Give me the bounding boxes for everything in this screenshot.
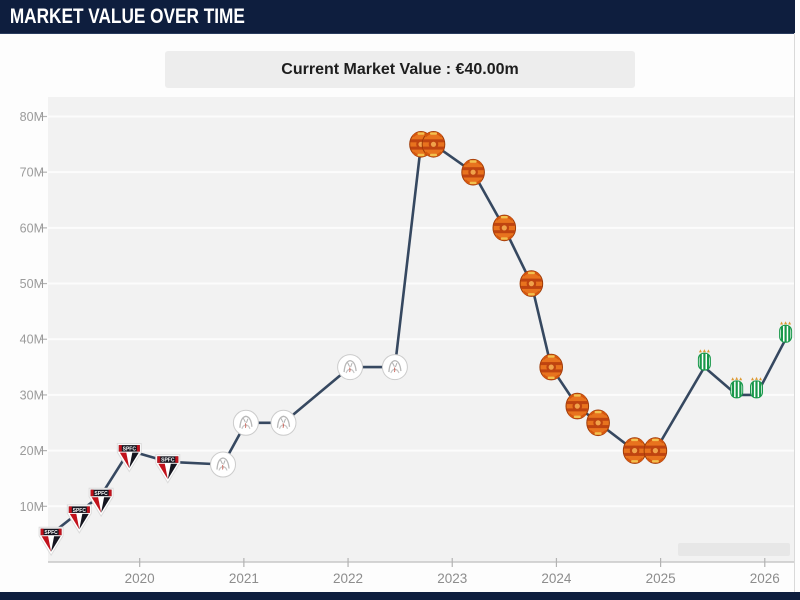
data-point-ajax-crest[interactable]: [210, 451, 236, 478]
svg-text:SPFC: SPFC: [94, 491, 108, 497]
page-title: MARKET VALUE OVER TIME: [9, 4, 245, 28]
y-axis-label: 70M: [20, 166, 44, 180]
x-axis-label: 2021: [229, 571, 259, 586]
data-point-ajax-crest[interactable]: [381, 354, 408, 381]
data-point-manchester-united-crest[interactable]: [492, 214, 517, 242]
data-point-manchester-united-crest[interactable]: [643, 437, 668, 464]
data-point-sao-paulo-fc-crest[interactable]: SPFC: [38, 526, 64, 557]
current-value-banner: Current Market Value : €40.00m: [165, 51, 635, 88]
svg-text:SPFC: SPFC: [73, 508, 87, 514]
data-point-sao-paulo-fc-crest[interactable]: SPFC: [116, 443, 142, 473]
data-point-manchester-united-crest[interactable]: [539, 353, 564, 381]
data-point-manchester-united-crest[interactable]: [586, 409, 610, 437]
data-point-real-betis-crest[interactable]: [730, 376, 744, 399]
current-value-text: Current Market Value : €40.00m: [281, 60, 519, 78]
y-axis-label: 50M: [20, 277, 44, 291]
y-axis-label: 20M: [20, 444, 44, 458]
data-point-manchester-united-crest[interactable]: [622, 437, 647, 464]
data-point-ajax-crest[interactable]: [337, 354, 364, 381]
data-point-real-betis-crest[interactable]: [697, 349, 711, 371]
watermark: [678, 543, 790, 556]
y-axis-label: 10M: [20, 500, 44, 514]
data-point-sao-paulo-fc-crest[interactable]: SPFC: [88, 487, 114, 518]
y-axis-label: 80M: [20, 110, 44, 124]
svg-text:SPFC: SPFC: [161, 458, 175, 464]
x-axis-label: 2024: [541, 571, 572, 586]
x-axis-label: 2026: [750, 571, 780, 586]
svg-text:SPFC: SPFC: [123, 447, 137, 453]
x-axis-label: 2025: [646, 571, 676, 586]
data-point-manchester-united-crest[interactable]: [461, 158, 485, 186]
data-point-sao-paulo-fc-crest[interactable]: SPFC: [155, 454, 181, 484]
data-point-real-betis-crest[interactable]: [779, 321, 793, 343]
plot-background: [48, 97, 795, 562]
data-point-manchester-united-crest[interactable]: [421, 131, 446, 158]
x-axis-label: 2022: [333, 571, 363, 586]
data-point-ajax-crest[interactable]: [232, 409, 259, 436]
card-right-border: [794, 33, 795, 592]
svg-text:SPFC: SPFC: [44, 530, 58, 536]
x-axis-label: 2020: [125, 571, 155, 586]
widget-footer-bar: [0, 592, 800, 600]
data-point-manchester-united-crest[interactable]: [565, 392, 590, 420]
data-point-manchester-united-crest[interactable]: [519, 270, 544, 297]
x-axis-label: 2023: [437, 571, 467, 586]
data-point-ajax-crest[interactable]: [270, 409, 297, 436]
widget-header: MARKET VALUE OVER TIME: [0, 0, 795, 34]
y-axis-label: 40M: [20, 333, 44, 347]
data-point-real-betis-crest[interactable]: [750, 376, 763, 399]
y-axis-label: 30M: [20, 388, 44, 402]
y-axis-label: 60M: [20, 221, 44, 235]
data-point-sao-paulo-fc-crest[interactable]: SPFC: [66, 504, 92, 534]
